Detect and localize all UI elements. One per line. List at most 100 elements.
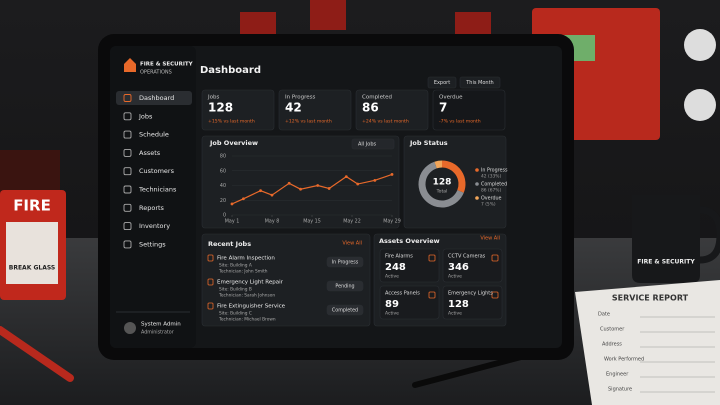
period-label[interactable]: This Month — [465, 80, 493, 86]
status-badge — [326, 280, 364, 292]
nav-item[interactable]: Dashboard — [139, 94, 174, 102]
y-tick-label: 60 — [220, 168, 226, 174]
kpi-change: +24% vs last month — [362, 119, 409, 125]
x-tick-label: May 15 — [303, 219, 321, 225]
status-badge — [326, 304, 364, 316]
report-field: Address — [602, 342, 622, 348]
asset-card — [442, 248, 503, 283]
glass — [6, 222, 58, 284]
mug-handle — [699, 206, 720, 264]
kpi-card — [355, 89, 429, 131]
nav-icon — [123, 167, 132, 176]
kpi-value: 86 — [362, 101, 379, 115]
y-tick-label: 80 — [220, 154, 226, 160]
point — [270, 193, 274, 197]
point — [316, 184, 320, 187]
donut-slice — [441, 160, 466, 193]
service-report — [575, 280, 720, 405]
point — [373, 178, 377, 182]
nav-icon — [123, 130, 132, 139]
recent-jobs-card — [201, 233, 371, 327]
legend-value: 86 (67%) — [481, 188, 501, 194]
point — [390, 173, 394, 176]
kpi-change: -7% vs last month — [439, 119, 481, 125]
asset-label: Access Panels — [385, 291, 420, 297]
job-tech: Technician: Michael Brown — [218, 317, 276, 323]
legend-value: 7 (5%) — [481, 202, 496, 208]
export-button[interactable] — [427, 76, 457, 89]
nav-icon — [123, 240, 132, 249]
status-card — [403, 135, 507, 229]
section-title: Assets Overview — [379, 237, 440, 245]
nav-item[interactable]: Assets — [139, 149, 161, 157]
job-status: Pending — [335, 284, 354, 290]
nav-item[interactable]: Customers — [139, 167, 175, 175]
kpi-label: In Progress — [285, 95, 315, 101]
x-tick-label: May 1 — [225, 219, 240, 225]
point — [356, 182, 360, 186]
chart-filter[interactable] — [351, 138, 395, 150]
kpi-value: 128 — [208, 101, 233, 115]
job-icon — [207, 278, 214, 286]
nav-item[interactable]: Technicians — [138, 186, 177, 194]
page-title: Dashboard — [200, 65, 261, 76]
kpi-card — [432, 89, 506, 131]
asset-status: Active — [385, 311, 399, 317]
export-label[interactable]: Export — [434, 80, 450, 86]
nav-icon — [123, 148, 132, 157]
donut-slice — [434, 160, 443, 169]
x-tick-label: May 8 — [265, 219, 280, 225]
nav-icon — [123, 112, 132, 121]
asset-status: Active — [448, 311, 462, 317]
brand-sub: OPERATIONS — [140, 70, 172, 76]
report-field: Customer — [600, 327, 625, 333]
job-site: Site: Building B — [219, 287, 252, 293]
kpi-value: 7 — [439, 101, 447, 115]
asset-value: 346 — [448, 262, 469, 273]
kpi-value: 42 — [285, 101, 302, 115]
nav-item[interactable]: Inventory — [139, 222, 170, 230]
asset-status: Active — [385, 274, 399, 280]
legend-label: Completed — [481, 182, 507, 188]
y-tick-label: 40 — [220, 183, 226, 189]
sidebar — [110, 46, 196, 348]
kpi-card — [278, 89, 352, 131]
wall-sensor — [684, 29, 716, 61]
view-all[interactable]: View All — [480, 236, 500, 242]
kpi-label: Completed — [362, 95, 392, 101]
job-icon — [207, 302, 214, 310]
asset-icon — [491, 254, 499, 262]
mug — [632, 195, 700, 283]
asset-card — [442, 285, 503, 320]
point — [259, 189, 262, 193]
asset-value: 89 — [385, 299, 399, 310]
asset-icon — [491, 291, 499, 299]
legend-label: In Progress — [481, 168, 508, 174]
nav-item[interactable]: Settings — [139, 240, 166, 248]
job-status: Completed — [332, 308, 358, 314]
nav-item[interactable]: Jobs — [138, 112, 153, 120]
asset-card — [379, 248, 440, 283]
point — [299, 187, 302, 191]
user-name: System Admin — [141, 322, 181, 328]
nav-item[interactable]: Reports — [139, 204, 165, 212]
donut-slice — [418, 161, 464, 208]
asset-label: Emergency Lights — [448, 291, 493, 297]
job-title: Fire Extinguisher Service — [217, 304, 286, 310]
chart-title: Job Overview — [209, 139, 258, 147]
mug-label: FIRE & SECURITY — [637, 259, 695, 266]
donut-center-label: Total — [436, 189, 448, 195]
period-select[interactable] — [459, 76, 501, 89]
screwdriver — [0, 326, 74, 382]
nav-icon — [123, 222, 132, 231]
asset-card — [379, 285, 440, 320]
nav-item[interactable]: Schedule — [139, 131, 169, 139]
nav-icon — [123, 94, 132, 102]
chart-filter-label[interactable]: All Jobs — [358, 142, 376, 148]
line — [231, 173, 393, 205]
avatar — [124, 322, 136, 334]
nav-icon — [123, 185, 132, 194]
status-badge — [326, 256, 364, 268]
view-all[interactable]: View All — [342, 241, 362, 247]
